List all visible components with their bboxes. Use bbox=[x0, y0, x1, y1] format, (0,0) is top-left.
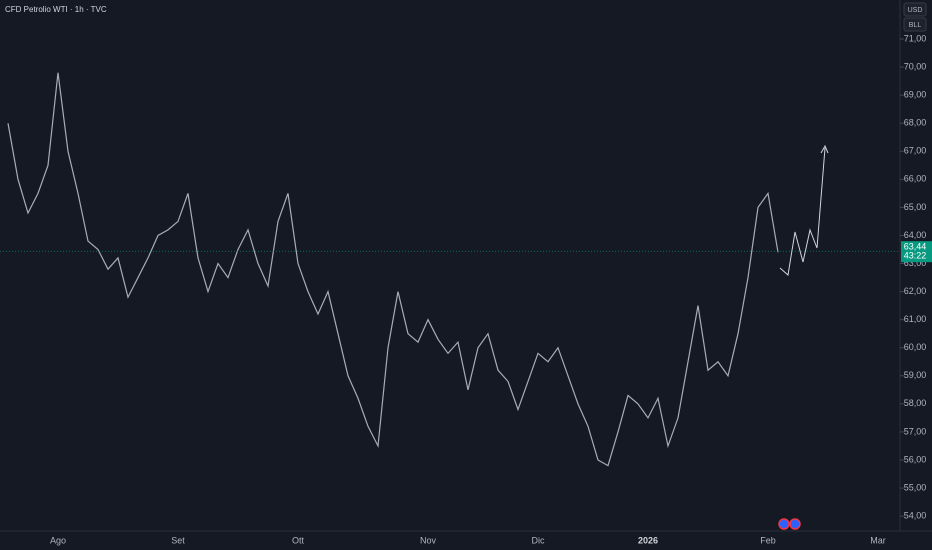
unit: BLL bbox=[909, 22, 922, 29]
x-tick-label: Mar bbox=[870, 535, 886, 545]
x-tick-label: 2026 bbox=[638, 535, 658, 545]
event-icon[interactable] bbox=[789, 518, 801, 530]
last-price-label: 63,44 bbox=[904, 242, 927, 252]
y-tick-label: 70,00 bbox=[904, 61, 927, 71]
y-tick-label: 64,00 bbox=[904, 230, 927, 240]
y-tick-label: 67,00 bbox=[904, 146, 927, 156]
y-tick-label: 63,00 bbox=[904, 258, 927, 268]
unit-box[interactable] bbox=[903, 17, 927, 32]
y-tick-label: 62,00 bbox=[904, 286, 927, 296]
x-tick-label: Set bbox=[171, 535, 185, 545]
currency: USD bbox=[908, 7, 923, 14]
plot bbox=[7, 72, 779, 467]
y-tick-label: 68,00 bbox=[904, 118, 927, 128]
y-tick-label: 54,00 bbox=[904, 511, 927, 521]
forecast-drawing bbox=[779, 147, 826, 276]
x-tick-label: Dic bbox=[532, 535, 545, 545]
x-tick-label: Ago bbox=[50, 535, 66, 545]
y-tick-label: 59,00 bbox=[904, 370, 927, 380]
y-tick-label: 60,00 bbox=[904, 342, 927, 352]
price-line bbox=[7, 72, 779, 467]
y-tick-label: 57,00 bbox=[904, 426, 927, 436]
x-tick-label: Ott bbox=[292, 535, 305, 545]
y-tick-label: 61,00 bbox=[904, 314, 927, 324]
y-tick-label: 66,00 bbox=[904, 174, 927, 184]
event-icon[interactable] bbox=[778, 518, 790, 530]
y-tick-label: 55,00 bbox=[904, 482, 927, 492]
y-tick-label: 56,00 bbox=[904, 454, 927, 464]
y-tick-label: 71,00 bbox=[904, 33, 927, 43]
forecast-arrow bbox=[820, 144, 829, 154]
y-tick-label: 65,00 bbox=[904, 202, 927, 212]
y-tick-label: 58,00 bbox=[904, 398, 927, 408]
currency-box[interactable] bbox=[903, 2, 927, 17]
countdown: 43:22 bbox=[904, 251, 927, 261]
x-tick-label: Feb bbox=[760, 535, 776, 545]
chart-title: CFD Petrolio WTI · 1h · TVC bbox=[5, 5, 107, 14]
x-tick-label: Nov bbox=[420, 535, 437, 545]
y-tick-label: 69,00 bbox=[904, 90, 927, 100]
last-price-badge bbox=[901, 241, 932, 263]
